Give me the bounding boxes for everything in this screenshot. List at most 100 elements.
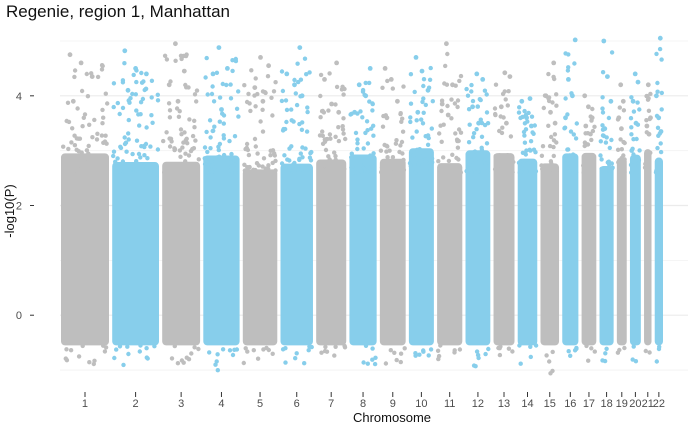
- x-tick-label: 19: [616, 398, 628, 410]
- snp-point: [390, 155, 396, 160]
- snp-point: [241, 360, 246, 366]
- snp-point: [456, 157, 461, 162]
- x-tick-label: 16: [564, 398, 576, 410]
- snp-point: [207, 118, 213, 123]
- top-hit-point: [582, 93, 588, 99]
- snp-point: [305, 105, 310, 110]
- snp-point: [590, 106, 595, 112]
- snp-point: [497, 158, 502, 164]
- snp-point: [604, 135, 609, 140]
- snp-point: [232, 134, 238, 139]
- snp-point: [324, 167, 330, 172]
- snp-point: [244, 99, 250, 105]
- snp-point: [273, 80, 278, 85]
- snp-point: [554, 140, 559, 145]
- snp-point: [152, 170, 157, 175]
- snp-point: [421, 83, 426, 89]
- snp-point: [443, 63, 448, 69]
- snp-point: [279, 69, 285, 74]
- x-tick-label: 21: [642, 398, 654, 410]
- snp-point: [65, 100, 71, 106]
- x-tick-label: 8: [360, 398, 366, 410]
- snp-point: [622, 345, 627, 351]
- snp-point: [410, 135, 415, 140]
- snp-point: [554, 170, 559, 175]
- top-hit-point: [602, 126, 608, 132]
- snp-point: [167, 108, 173, 113]
- top-hit-point: [633, 120, 639, 126]
- snp-point: [134, 167, 139, 173]
- snp-point: [207, 350, 212, 355]
- snp-point: [383, 361, 389, 366]
- snp-point: [361, 146, 366, 151]
- top-hit-point: [474, 71, 480, 77]
- x-tick-label: 13: [498, 398, 510, 410]
- snp-point: [78, 167, 84, 172]
- snp-point: [169, 356, 175, 361]
- top-hit-point: [480, 77, 486, 82]
- snp-point: [318, 93, 323, 99]
- snp-point: [246, 152, 252, 158]
- snp-point: [130, 151, 135, 157]
- x-tick-label: 1: [82, 398, 88, 410]
- top-hit-point: [586, 104, 591, 110]
- snp-point: [499, 130, 505, 136]
- snp-point: [420, 99, 425, 105]
- snp-point: [582, 140, 588, 145]
- snp-point: [145, 156, 150, 161]
- snp-point: [378, 148, 384, 153]
- snp-point: [300, 145, 305, 150]
- snp-point: [637, 148, 642, 153]
- snp-point: [150, 120, 155, 126]
- snp-point: [217, 95, 223, 100]
- snp-point: [289, 118, 294, 123]
- snp-point: [164, 162, 170, 167]
- snp-point: [242, 168, 248, 173]
- snp-point: [149, 113, 154, 118]
- snp-point: [408, 119, 413, 125]
- snp-point: [621, 108, 627, 113]
- y-axis: 0 2 4: [16, 91, 34, 322]
- snp-point: [518, 361, 523, 366]
- snp-point: [333, 157, 338, 162]
- snp-point: [256, 163, 261, 168]
- snp-point: [539, 163, 544, 168]
- snp-point: [566, 65, 571, 70]
- snp-point: [324, 137, 329, 142]
- snp-point: [131, 72, 136, 78]
- point-mass: [112, 162, 159, 346]
- snp-point: [617, 170, 622, 175]
- snp-point: [471, 131, 477, 136]
- snp-point: [564, 161, 570, 166]
- snp-point: [600, 123, 605, 128]
- snp-point: [394, 138, 399, 143]
- top-hit-point: [425, 87, 431, 93]
- point-mass: [203, 155, 240, 346]
- snp-point: [184, 136, 189, 141]
- snp-point: [164, 57, 170, 62]
- snp-point: [103, 91, 109, 96]
- top-hit-point: [654, 93, 659, 99]
- snp-point: [324, 349, 330, 354]
- snp-point: [148, 144, 153, 149]
- snp-point: [417, 352, 422, 357]
- snp-point: [568, 163, 574, 168]
- snp-point: [140, 96, 146, 102]
- snp-point: [192, 168, 197, 173]
- point-mass: [517, 158, 538, 346]
- snp-point: [439, 98, 445, 103]
- snp-point: [215, 352, 220, 357]
- snp-point: [212, 124, 217, 129]
- top-hit-point: [125, 87, 131, 93]
- snp-point: [167, 115, 173, 120]
- snp-point: [328, 136, 333, 141]
- snp-point: [474, 349, 480, 354]
- snp-point: [216, 144, 221, 149]
- snp-point: [629, 170, 634, 175]
- snp-point: [654, 359, 659, 364]
- snp-point: [621, 153, 626, 158]
- snp-point: [428, 347, 434, 352]
- snp-point: [353, 170, 359, 175]
- snp-point: [204, 129, 209, 135]
- snp-point: [295, 61, 300, 66]
